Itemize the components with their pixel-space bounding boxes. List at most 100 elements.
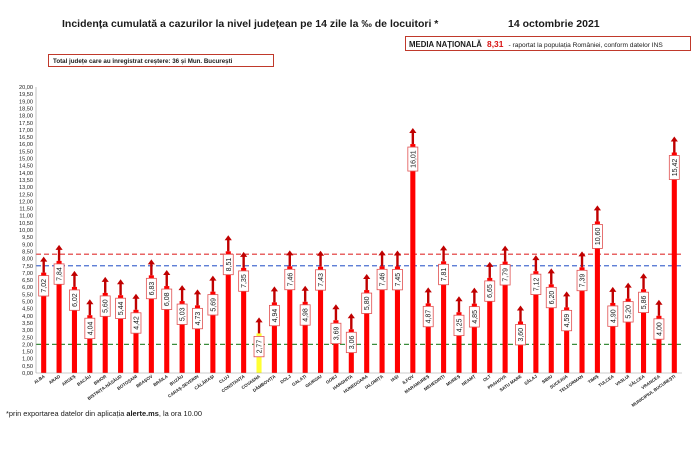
trend-arrow-shaft [642, 277, 645, 290]
national-average-value: 8,31 [487, 39, 504, 49]
value-label: 4,73 [195, 312, 202, 326]
bar [271, 302, 277, 373]
trend-arrow-head [424, 287, 432, 293]
value-label-box [638, 291, 649, 314]
counties-increase-box: Total județe care au înregistrat creșter… [48, 54, 274, 67]
value-label-box [484, 280, 496, 302]
category-label: SĂLAJ [523, 373, 538, 386]
trend-arrow-shaft [442, 249, 445, 262]
value-label: 5,80 [364, 296, 371, 310]
bar [318, 266, 324, 373]
value-label-box [422, 305, 434, 328]
trend-arrow-shaft [534, 259, 538, 272]
bar [656, 315, 662, 373]
bar [533, 271, 539, 373]
national-average-label: MEDIA NAȚIONALĂ [409, 40, 482, 49]
value-label-box [499, 264, 511, 286]
trend-arrow-head [286, 250, 294, 256]
value-label-box [361, 292, 373, 314]
value-label-box [269, 304, 280, 327]
value-label: 7,12 [533, 277, 540, 291]
value-label-box [515, 324, 526, 346]
value-label-box [545, 286, 557, 309]
bar [441, 261, 447, 373]
trend-arrow-head [655, 299, 663, 305]
value-label: 7,35 [241, 274, 248, 288]
trend-arrow-shaft [457, 300, 461, 313]
y-tick-label: 16,50 [19, 135, 33, 141]
trend-arrow-shaft [427, 291, 430, 304]
value-label: 4,04 [87, 322, 94, 336]
y-tick-label: 0,00 [22, 371, 33, 377]
bar [471, 303, 477, 373]
category-label: ARGEȘ [61, 374, 77, 387]
bars: 7,02 7,84 6,02 4,04 5,60 5,44 4,42 6,83 6,08 5,03… [38, 128, 680, 373]
category-label: NEAMȚ [461, 374, 477, 387]
value-label-box [561, 309, 573, 332]
trend-arrow-head [639, 273, 648, 279]
category-label: ARAD [48, 374, 61, 385]
bar [548, 284, 554, 373]
x-axis: ALBA ARAD ARGEȘ BACĂU BIHORBISTRIȚA-NĂSĂUDBO… [33, 372, 682, 408]
category-label: ALBA [33, 373, 47, 385]
trend-arrow-shaft [273, 290, 276, 303]
footnote-app-name: alerte.ms [126, 409, 159, 418]
footnote-prefix: *prin exportarea datelor din aplicația [6, 409, 127, 418]
category-label: CLUJ [218, 373, 231, 384]
value-label-box [192, 307, 203, 330]
trend-arrow-shaft [57, 248, 61, 261]
y-tick-label: 11,50 [19, 207, 33, 213]
y-tick-label: 14,50 [19, 164, 33, 170]
bar [610, 302, 616, 373]
y-tick-label: 5,50 [22, 292, 33, 298]
trend-arrow-shaft [396, 254, 399, 267]
trend-arrow-shaft [673, 140, 676, 153]
trend-arrow-shaft [242, 255, 245, 268]
value-label-box [345, 331, 357, 354]
national-average-box: MEDIA NAȚIONALĂ 8,31 - raportat la popul… [405, 36, 691, 51]
trend-arrow-head [563, 291, 571, 297]
value-label: 3,60 [518, 328, 525, 342]
value-label: 5,69 [210, 298, 217, 312]
y-tick-label: 15,50 [19, 149, 33, 155]
y-tick-label: 17,00 [19, 128, 33, 134]
bar [579, 267, 585, 373]
trend-arrow-shaft [134, 297, 138, 310]
y-tick-label: 16,00 [19, 142, 33, 148]
value-label-box [222, 253, 234, 276]
value-label-box [84, 317, 96, 340]
value-label-box [668, 155, 680, 180]
category-label: TULCEA [597, 373, 615, 388]
y-tick-label: 13,00 [19, 185, 33, 191]
y-tick-label: 6,00 [22, 285, 33, 291]
trend-arrow-head [116, 279, 125, 285]
value-label: 6,02 [72, 293, 79, 307]
value-label-box [607, 305, 619, 327]
trend-arrow-head [163, 270, 171, 276]
value-label: 7,46 [287, 273, 294, 287]
value-label: 7,46 [380, 273, 387, 287]
category-label: DOLJ [279, 373, 292, 384]
value-label: 3,06 [349, 336, 356, 350]
y-tick-label: 2,50 [22, 335, 33, 341]
bar [456, 312, 462, 373]
category-label: MUREȘ [445, 374, 461, 387]
footnote: *prin exportarea datelor din aplicația a… [6, 409, 202, 418]
trend-arrow-shaft [380, 254, 384, 267]
value-label-box [176, 303, 188, 325]
value-label: 3,69 [333, 327, 340, 341]
bar [102, 292, 108, 373]
value-label-box [238, 270, 250, 292]
trend-arrow-head [224, 235, 232, 241]
trend-arrow-head [486, 261, 494, 267]
bar [133, 309, 139, 373]
bar [394, 266, 400, 373]
category-label: BRĂILA [152, 373, 169, 387]
value-label: 10,60 [595, 228, 602, 246]
value-label: 5,86 [641, 295, 648, 309]
category-label: OLT [482, 374, 492, 383]
trend-arrow-shaft [411, 132, 415, 145]
category-label: SIBIU [541, 374, 553, 385]
trend-arrow-shaft [165, 274, 168, 287]
bar [625, 298, 631, 373]
